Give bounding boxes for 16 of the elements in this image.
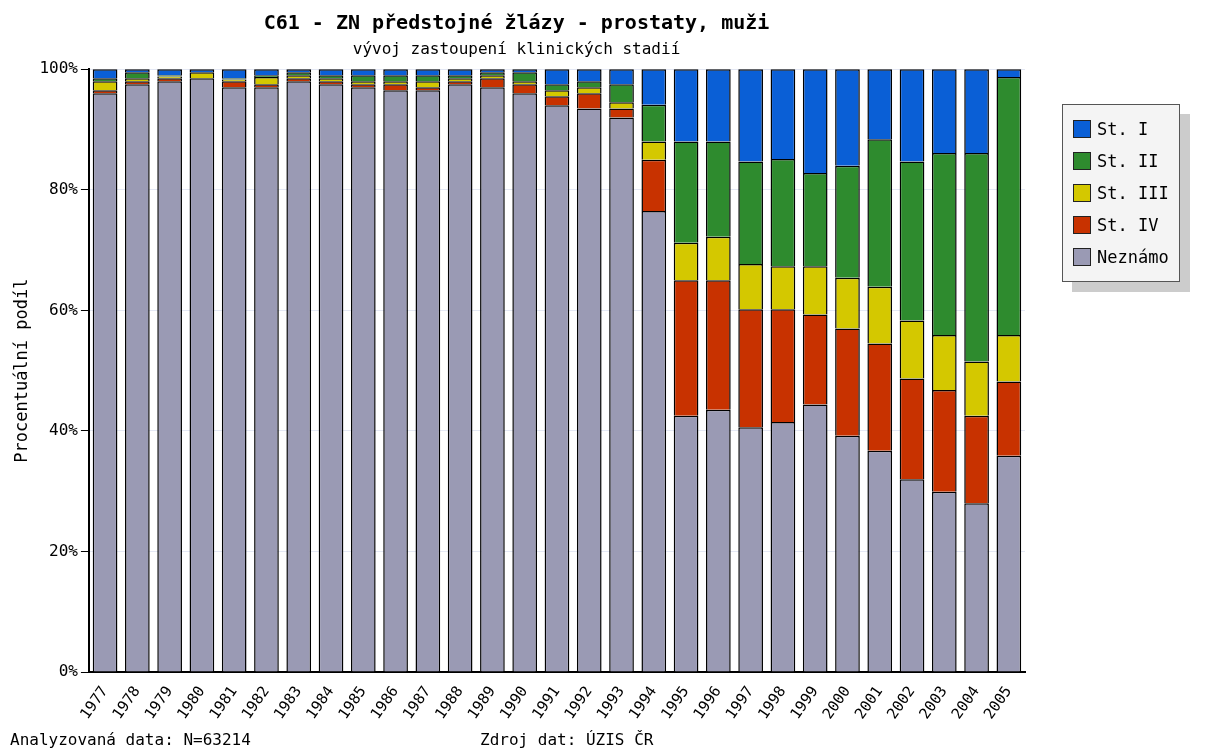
text: Neznámo	[1097, 247, 1169, 267]
y-tick-label: 100%	[39, 58, 79, 78]
chart-title: C61 - ZN předstojné žlázy - prostaty, muži	[263, 10, 770, 35]
legend-label: St. I	[1097, 119, 1149, 139]
legend-label: St. II	[1097, 151, 1159, 171]
chart-subtitle: vývoj zastoupení klinických stadií	[352, 38, 681, 58]
y-tick-label: 80%	[49, 178, 79, 198]
y-tick-label: 60%	[49, 299, 79, 319]
text: Analyzovaná data: N=63214	[10, 730, 251, 749]
y-axis-title: Procentuální podíl	[10, 278, 31, 463]
y-tick-label: 20%	[49, 540, 79, 560]
y-tick-label: 40%	[49, 420, 79, 440]
text: Zdroj dat: ÚZIS ČR	[480, 730, 654, 749]
y-tick-label: 0%	[58, 661, 79, 681]
legend-label: St. III	[1097, 183, 1169, 203]
legend-label: St. IV	[1097, 215, 1159, 235]
